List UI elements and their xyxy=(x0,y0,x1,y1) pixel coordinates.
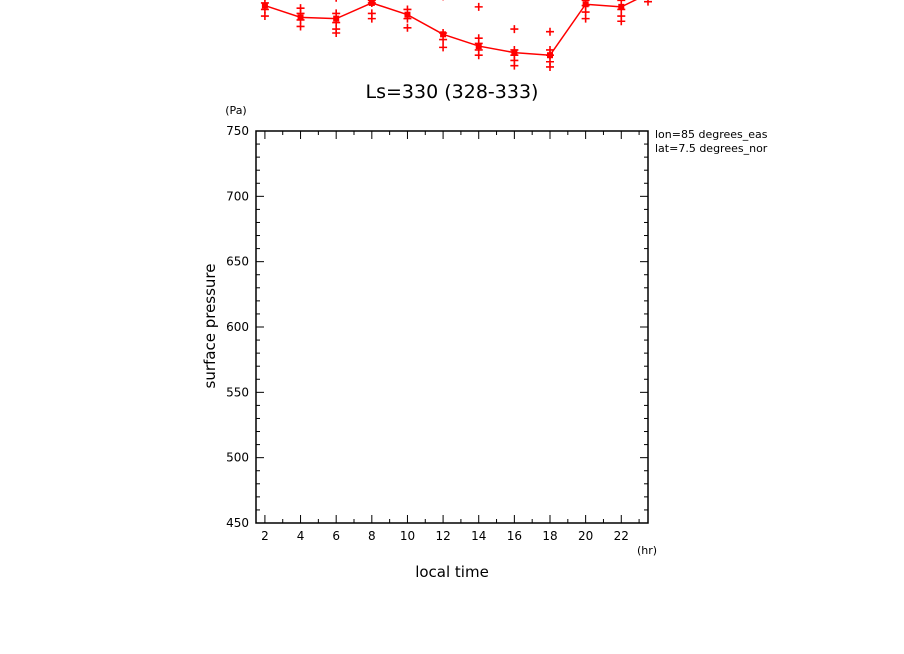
x-tick-label: 20 xyxy=(578,529,593,543)
y-axis-title: surface pressure xyxy=(201,264,219,389)
sample-point xyxy=(403,14,412,23)
y-tick-label: 600 xyxy=(226,320,249,334)
sample-point xyxy=(617,17,626,26)
x-axis-title: local time xyxy=(415,563,489,581)
sample-point xyxy=(546,62,554,71)
sample-point xyxy=(367,14,376,23)
x-unit-label: (hr) xyxy=(637,544,657,557)
sample-point xyxy=(510,25,519,34)
plot-frame xyxy=(255,130,649,524)
x-tick-label: 14 xyxy=(471,529,486,543)
y-tick-label: 450 xyxy=(226,516,249,530)
sample-point xyxy=(296,22,305,31)
lon-annotation: lon=85 degrees_eas xyxy=(655,128,768,141)
y-tick-label: 550 xyxy=(226,385,249,399)
series-layer xyxy=(260,0,652,71)
sample-point xyxy=(332,9,341,18)
x-tick-label: 18 xyxy=(542,529,557,543)
sample-point xyxy=(332,29,341,37)
y-unit-label: (Pa) xyxy=(225,104,246,117)
x-tick-labels: 2 4 6 8 10 12 14 16 18 20 22 xyxy=(261,529,629,543)
sample-point xyxy=(474,51,483,60)
x-tick-label: 8 xyxy=(368,529,376,543)
x-tick-label: 22 xyxy=(614,529,629,543)
x-tick-label: 6 xyxy=(332,529,340,543)
y-tick-label: 500 xyxy=(226,451,249,465)
axis-ticks xyxy=(256,130,648,524)
sample-point xyxy=(335,0,337,2)
sample-point xyxy=(260,12,269,21)
sample-point xyxy=(546,27,554,36)
lat-annotation: lat=7.5 degrees_nor xyxy=(655,142,768,155)
chart-title: Ls=330 (328-333) xyxy=(366,81,539,103)
sample-point xyxy=(403,5,412,14)
sample-point xyxy=(644,0,652,6)
y-tick-label: 650 xyxy=(226,255,249,269)
x-tick-label: 4 xyxy=(297,529,305,543)
sample-point xyxy=(510,61,519,70)
y-tick-label: 750 xyxy=(226,124,249,138)
sample-point xyxy=(403,23,412,32)
sample-point xyxy=(439,43,448,52)
mean-line xyxy=(264,0,638,56)
y-tick-labels: 450 500 550 600 650 700 750 xyxy=(226,124,249,530)
x-tick-label: 10 xyxy=(400,529,415,543)
sample-point xyxy=(581,14,590,23)
y-tick-label: 700 xyxy=(226,189,249,203)
sample-point xyxy=(474,2,483,11)
x-tick-label: 16 xyxy=(507,529,522,543)
sample-point xyxy=(367,0,376,7)
sample-point xyxy=(439,35,448,44)
sample-point xyxy=(617,0,626,5)
x-tick-label: 2 xyxy=(261,529,269,543)
x-tick-label: 12 xyxy=(435,529,450,543)
